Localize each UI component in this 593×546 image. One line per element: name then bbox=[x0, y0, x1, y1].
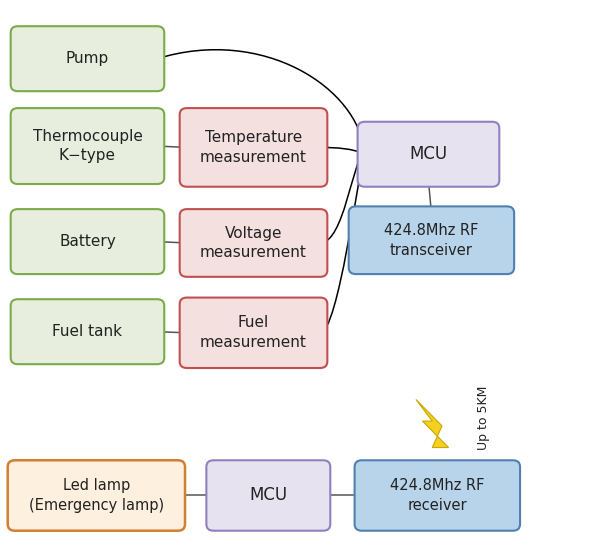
Text: 424.8Mhz RF
transceiver: 424.8Mhz RF transceiver bbox=[384, 223, 479, 258]
FancyArrowPatch shape bbox=[157, 50, 366, 152]
Text: Temperature
measurement: Temperature measurement bbox=[200, 130, 307, 165]
Text: 424.8Mhz RF
receiver: 424.8Mhz RF receiver bbox=[390, 478, 484, 513]
FancyArrowPatch shape bbox=[320, 155, 363, 243]
FancyBboxPatch shape bbox=[11, 26, 164, 91]
FancyArrowPatch shape bbox=[320, 156, 365, 333]
Text: Fuel
measurement: Fuel measurement bbox=[200, 316, 307, 350]
FancyBboxPatch shape bbox=[11, 108, 164, 184]
Text: Battery: Battery bbox=[59, 234, 116, 249]
Text: MCU: MCU bbox=[409, 145, 448, 163]
Text: Pump: Pump bbox=[66, 51, 109, 66]
FancyArrowPatch shape bbox=[320, 147, 363, 153]
FancyBboxPatch shape bbox=[11, 209, 164, 274]
Text: Thermocouple
K−type: Thermocouple K−type bbox=[33, 129, 142, 163]
FancyBboxPatch shape bbox=[358, 122, 499, 187]
FancyBboxPatch shape bbox=[355, 460, 520, 531]
Text: MCU: MCU bbox=[249, 486, 288, 505]
Polygon shape bbox=[416, 400, 448, 448]
Text: Led lamp
(Emergency lamp): Led lamp (Emergency lamp) bbox=[29, 478, 164, 513]
Text: Up to 5KM: Up to 5KM bbox=[477, 385, 490, 450]
FancyBboxPatch shape bbox=[11, 299, 164, 364]
FancyBboxPatch shape bbox=[349, 206, 514, 274]
FancyBboxPatch shape bbox=[180, 209, 327, 277]
FancyBboxPatch shape bbox=[8, 460, 185, 531]
Text: Fuel tank: Fuel tank bbox=[52, 324, 123, 339]
FancyBboxPatch shape bbox=[180, 298, 327, 368]
Text: Voltage
measurement: Voltage measurement bbox=[200, 225, 307, 260]
FancyBboxPatch shape bbox=[206, 460, 330, 531]
FancyBboxPatch shape bbox=[180, 108, 327, 187]
